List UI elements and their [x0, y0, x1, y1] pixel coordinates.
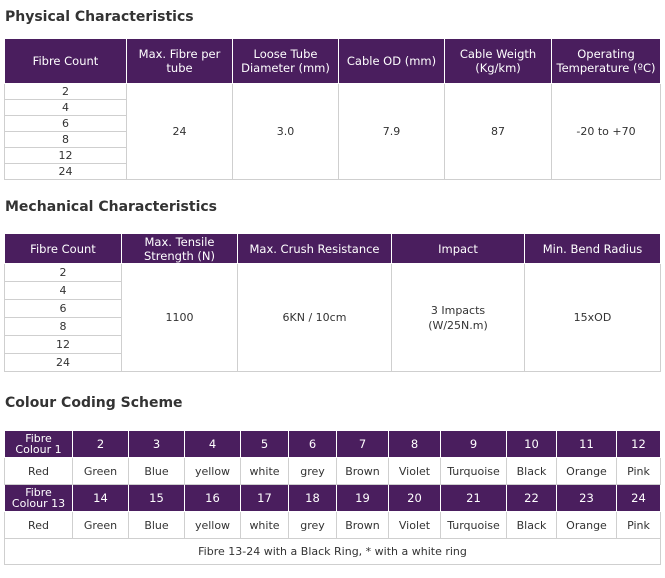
colour-name: Pink [616, 457, 661, 485]
header-operating-temperature: Operating Temperature (ºC) [551, 38, 661, 84]
table-row: 24 [4, 163, 661, 180]
fibre-number: 24 [616, 484, 661, 512]
table-header-row: Fibre Count Max. Fibre per tube Loose Tu… [4, 38, 661, 84]
fibre-count-cell: 2 [4, 83, 127, 100]
fibre-count-cell: 12 [4, 147, 127, 164]
header-loose-tube-diameter: Loose Tube Diameter (mm) [232, 38, 339, 84]
colour-name: Red [4, 511, 73, 539]
max-crush-resistance-value: 6KN / 10cm [237, 263, 392, 372]
header-fibre-count: Fibre Count [4, 38, 127, 84]
fibre-number: 23 [556, 484, 617, 512]
colour-name: Blue [128, 511, 185, 539]
fibre-number: 16 [184, 484, 241, 512]
fibre-number: 22 [506, 484, 557, 512]
colour-name: yellow [184, 511, 241, 539]
max-tensile-strength-value: 1100 [121, 263, 238, 372]
cable-weight-value: 87 [444, 83, 552, 180]
fibre-number: 12 [616, 430, 661, 458]
colour-name: Violet [388, 511, 441, 539]
table-header-row: Fibre Count Max. Tensile Strength (N) Ma… [4, 233, 661, 264]
colour-name: Green [72, 511, 129, 539]
loose-tube-diameter-value: 3.0 [232, 83, 339, 180]
fibre-count-cell: 2 [4, 263, 122, 282]
max-fibre-per-tube-value: 24 [126, 83, 233, 180]
fibre-count-cell: 6 [4, 299, 122, 318]
fibre-number: 9 [440, 430, 507, 458]
colour-name: Brown [336, 457, 389, 485]
cable-od-value: 7.9 [338, 83, 445, 180]
fibre-count-cell: 8 [4, 131, 127, 148]
fibre-number: 6 [288, 430, 337, 458]
fibre-number: 15 [128, 484, 185, 512]
physical-characteristics-table: Fibre Count Max. Fibre per tube Loose Tu… [4, 38, 661, 180]
colour-name: yellow [184, 457, 241, 485]
ring-note: Fibre 13-24 with a Black Ring, * with a … [4, 538, 661, 565]
fibre-number: 3 [128, 430, 185, 458]
colour-name: grey [288, 457, 337, 485]
fibre-number: 5 [240, 430, 289, 458]
fibre-count-cell: 4 [4, 99, 127, 116]
colour-name: Black [506, 511, 557, 539]
colour-name: Red [4, 457, 73, 485]
operating-temperature-value: -20 to +70 [551, 83, 661, 180]
header-cable-od: Cable OD (mm) [338, 38, 445, 84]
colour-coding-heading: Colour Coding Scheme [5, 395, 183, 411]
fibre-number: 7 [336, 430, 389, 458]
fibre-colour-1-row: Fibre Colour 1 2 3 4 5 6 7 8 9 10 11 12 [4, 430, 661, 458]
colour-name: Orange [556, 457, 617, 485]
colour-name: grey [288, 511, 337, 539]
fibre-count-cell: 24 [4, 163, 127, 180]
fibre-number: 18 [288, 484, 337, 512]
header-min-bend-radius: Min. Bend Radius [524, 233, 661, 264]
fibre-number: 14 [72, 484, 129, 512]
table-row: 12 [4, 147, 661, 164]
mechanical-characteristics-heading: Mechanical Characteristics [5, 199, 218, 215]
fibre-number: 4 [184, 430, 241, 458]
header-max-fibre-per-tube: Max. Fibre per tube [126, 38, 233, 84]
colour-name: Orange [556, 511, 617, 539]
fibre-number: 2 [72, 430, 129, 458]
header-max-tensile-strength: Max. Tensile Strength (N) [121, 233, 238, 264]
colour-name: white [240, 511, 289, 539]
fibre-count-cell: 8 [4, 317, 122, 336]
physical-characteristics-heading: Physical Characteristics [5, 9, 194, 25]
colour-name: Brown [336, 511, 389, 539]
fibre-colour-1-label: Fibre Colour 1 [4, 430, 73, 458]
fibre-number: 19 [336, 484, 389, 512]
fibre-number: 21 [440, 484, 507, 512]
fibre-colour-13-row: Fibre Colour 13 14 15 16 17 18 19 20 21 … [4, 484, 661, 512]
table-row: 2 1100 6KN / 10cm 3 Impacts (W/25N.m) 15… [4, 263, 661, 372]
fibre-number: 20 [388, 484, 441, 512]
fibre-count-cell: 12 [4, 335, 122, 354]
fibre-count-cell: 4 [4, 281, 122, 300]
fibre-count-cell: 6 [4, 115, 127, 132]
impact-value: 3 Impacts (W/25N.m) [391, 263, 525, 372]
header-max-crush-resistance: Max. Crush Resistance [237, 233, 392, 264]
colour-coding-table: Fibre Colour 1 2 3 4 5 6 7 8 9 10 11 12 … [4, 430, 661, 565]
colour-name: Pink [616, 511, 661, 539]
mechanical-characteristics-table: Fibre Count Max. Tensile Strength (N) Ma… [4, 233, 661, 372]
fibre-number: 8 [388, 430, 441, 458]
colour-name: Violet [388, 457, 441, 485]
note-row: Fibre 13-24 with a Black Ring, * with a … [4, 538, 661, 565]
colour-name: Black [506, 457, 557, 485]
table-row: 2 24 3.0 7.9 87 -20 to +70 [4, 83, 661, 180]
colour-name: Green [72, 457, 129, 485]
header-fibre-count: Fibre Count [4, 233, 122, 264]
colour-names-row: Red Green Blue yellow white grey Brown V… [4, 457, 661, 485]
colour-name: Turquoise [440, 511, 507, 539]
colour-name: Blue [128, 457, 185, 485]
min-bend-radius-value: 15xOD [524, 263, 661, 372]
colour-name: Turquoise [440, 457, 507, 485]
colour-names-row: Red Green Blue yellow white grey Brown V… [4, 511, 661, 539]
fibre-number: 10 [506, 430, 557, 458]
header-impact: Impact [391, 233, 525, 264]
fibre-colour-13-label: Fibre Colour 13 [4, 484, 73, 512]
fibre-count-cell: 24 [4, 353, 122, 372]
table-row: 24 [4, 353, 661, 372]
fibre-number: 11 [556, 430, 617, 458]
header-cable-weight: Cable Weigth (Kg/km) [444, 38, 552, 84]
colour-name: white [240, 457, 289, 485]
fibre-number: 17 [240, 484, 289, 512]
